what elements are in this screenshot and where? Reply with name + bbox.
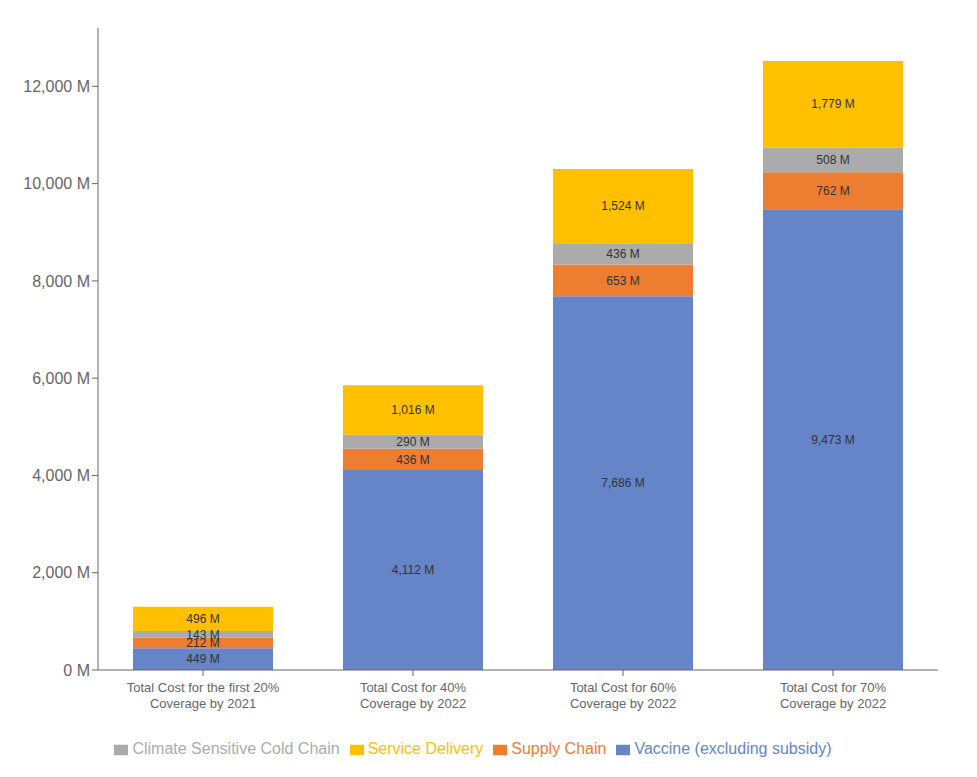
html-text:Service Delivery: Service Delivery xyxy=(367,740,484,757)
svg-text:6,000 M: 6,000 M xyxy=(32,370,90,387)
svg-text:1,779 M: 1,779 M xyxy=(811,97,854,111)
svg-text:8,000 M: 8,000 M xyxy=(32,273,90,290)
html-text:Vaccine (excluding subsidy): Vaccine (excluding subsidy) xyxy=(634,740,832,757)
svg-text:1,524 M: 1,524 M xyxy=(601,199,644,213)
svg-text:Total Cost for the first 20%Co: Total Cost for the first 20%Coverage by … xyxy=(127,680,280,711)
svg-text:143 M: 143 M xyxy=(186,628,219,642)
svg-text:212 M: 212 M xyxy=(186,636,220,651)
svg-text:653 M: 653 M xyxy=(606,274,639,288)
html-text:Climate Sensitive Cold Chain: Climate Sensitive Cold Chain xyxy=(132,740,340,757)
svg-text:0 M: 0 M xyxy=(63,662,90,679)
html-text:Supply Chain: Supply Chain xyxy=(511,740,607,757)
svg-text:436 M: 436 M xyxy=(396,453,429,467)
svg-text:762 M: 762 M xyxy=(816,184,849,198)
svg-text:4,000 M: 4,000 M xyxy=(32,467,90,484)
svg-text:2,000 M: 2,000 M xyxy=(32,564,90,581)
svg-text:496 M: 496 M xyxy=(186,612,219,626)
svg-text:290 M: 290 M xyxy=(396,435,429,449)
svg-text:9,473 M: 9,473 M xyxy=(811,433,854,447)
svg-text:449 M: 449 M xyxy=(186,652,219,666)
svg-text:436 M: 436 M xyxy=(606,247,639,261)
svg-text:Total Cost for 70%Coverage by: Total Cost for 70%Coverage by 2022 xyxy=(780,680,887,711)
svg-text:10,000 M: 10,000 M xyxy=(23,175,90,192)
svg-text:7,686 M: 7,686 M xyxy=(601,476,644,490)
svg-text:Total Cost for 40%Coverage by: Total Cost for 40%Coverage by 2022 xyxy=(360,680,467,711)
svg-text:Total Cost for 60%Coverage by: Total Cost for 60%Coverage by 2022 xyxy=(570,680,677,711)
svg-text:1,016 M: 1,016 M xyxy=(391,403,434,417)
svg-text:12,000 M: 12,000 M xyxy=(23,78,90,95)
svg-text:508 M: 508 M xyxy=(816,153,849,167)
svg-text:4,112 M: 4,112 M xyxy=(392,563,434,577)
